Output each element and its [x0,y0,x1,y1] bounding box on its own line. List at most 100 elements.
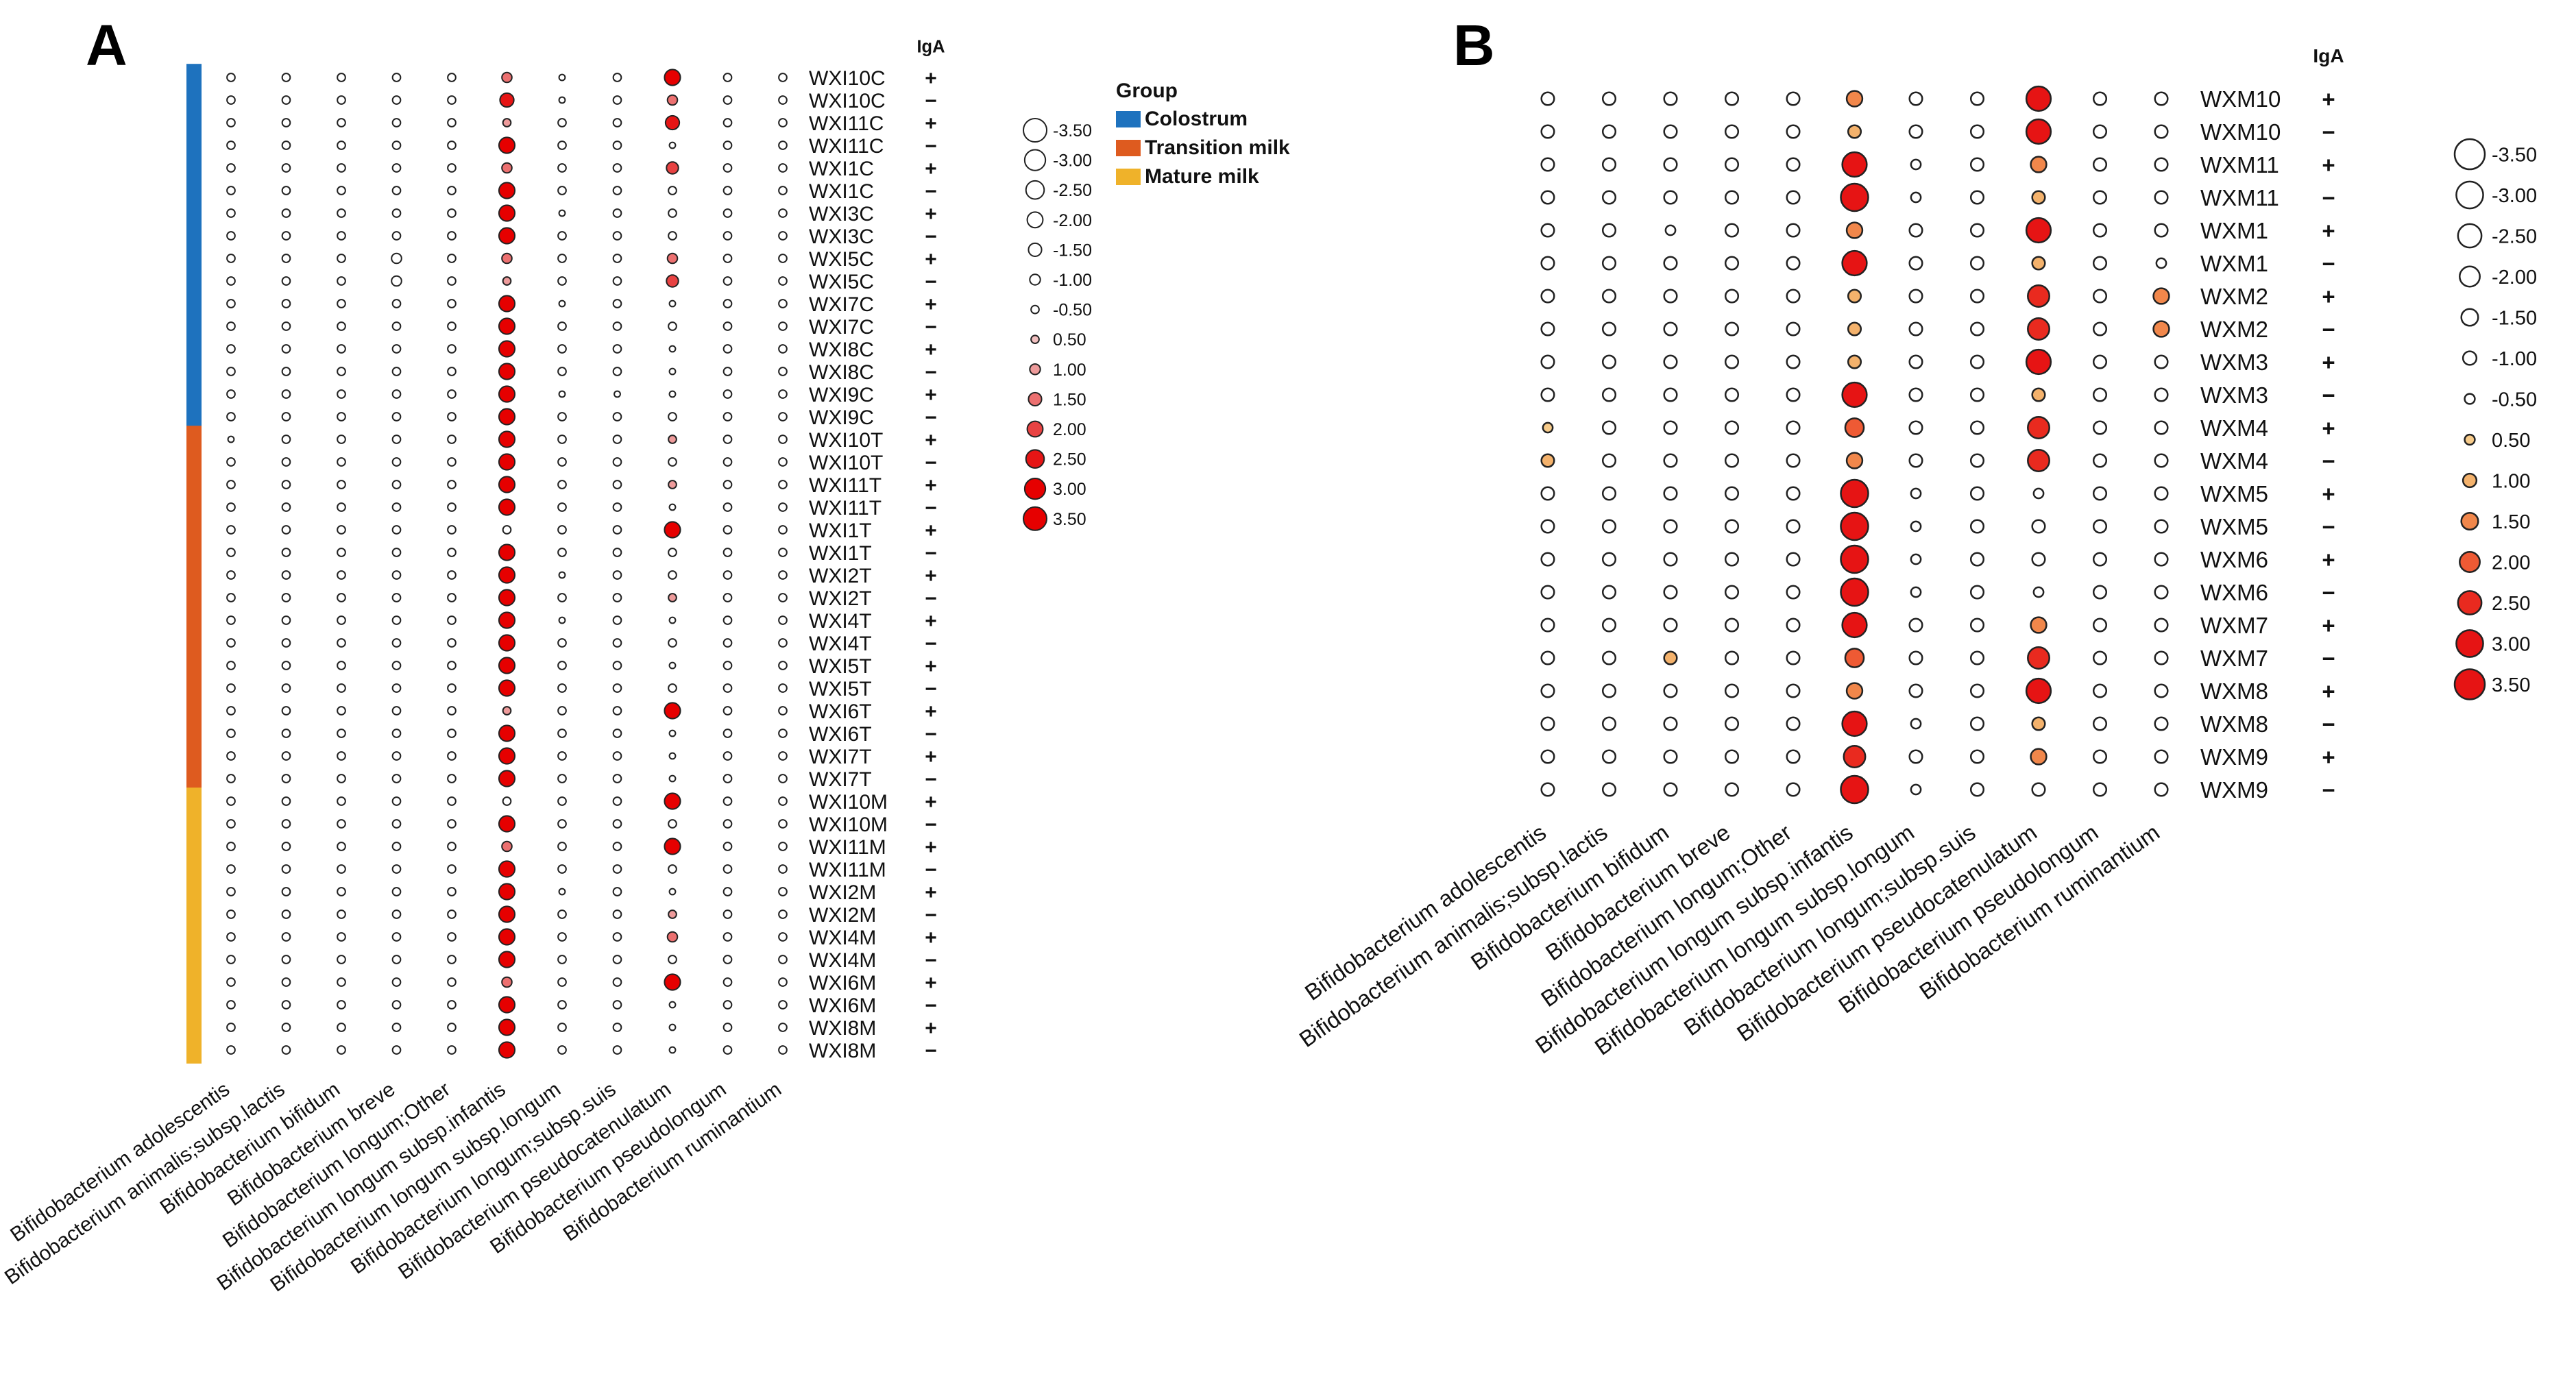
heat-dot [337,389,346,399]
heat-dot [226,344,236,354]
heat-dot [557,842,567,851]
heat-dot [1841,611,1868,639]
heat-dot [612,729,622,738]
heat-dot [226,932,236,942]
row-label: WXI4M [809,949,876,972]
iga-sign: + [925,927,937,949]
heat-dot [1786,124,1801,139]
heat-dot [2030,156,2048,173]
heat-dot [498,453,516,471]
heat-dot [778,819,788,829]
heat-dot [722,480,733,489]
heat-dot [2092,420,2108,435]
row-label: WXM6 [2200,547,2268,572]
heat-dot [612,774,622,783]
heat-dot [1847,124,1862,139]
size-legend-label: 1.50 [1053,390,1086,409]
iga-sign: − [2322,646,2335,671]
size-legend-label: -3.00 [1053,151,1092,171]
heat-dot [447,615,457,625]
heat-dot [778,548,788,557]
heat-dot [447,389,457,399]
heat-dot [1601,91,1617,106]
heat-dot [1601,716,1617,731]
heat-dot [226,457,236,467]
heat-dot [664,521,681,539]
heat-dot [2154,354,2169,369]
heat-dot [2027,646,2050,670]
heat-dot [281,389,291,399]
heat-dot [722,163,733,173]
size-legend-dot [1028,242,1043,257]
heat-dot [612,819,622,829]
heat-dot [778,231,788,241]
heat-dot [498,747,516,765]
heat-dot [2154,124,2169,139]
heat-dot [778,389,788,399]
heat-dot [1969,124,1985,139]
heat-dot [281,163,291,173]
heat-dot [337,502,346,512]
heat-dot [1910,553,1922,565]
heat-dot [281,977,291,987]
heat-dot [557,502,567,512]
size-legend-label: -2.00 [2492,267,2537,289]
heat-dot [337,909,346,919]
heat-dot [1663,650,1678,665]
heat-dot [226,683,236,693]
iga-sign: − [925,135,937,158]
heat-dot [664,838,681,855]
row-label: WXM9 [2200,777,2268,803]
heat-dot [1908,618,1923,633]
heat-dot [391,95,402,105]
heat-dot [2027,284,2050,308]
panel-b-chart: WXM10 + WXM10 − WXM11 + WXM11 − WXM1 + WXM1 − WXM2 + W… [1295,45,2538,1060]
heat-dot [1908,289,1923,304]
heat-dot [722,819,733,829]
heat-dot [502,118,512,127]
heat-dot [391,208,402,218]
heat-dot [1663,354,1678,369]
heat-dot [498,227,516,245]
heat-dot [722,593,733,602]
heat-dot [226,729,236,738]
heat-dot [612,163,622,173]
row-label: WXM9 [2200,744,2268,770]
heat-dot [447,774,457,783]
size-legend-label: -2.00 [1053,211,1092,230]
row-label: WXI3C [809,225,874,248]
heat-dot [337,231,346,241]
heat-dot [447,276,457,286]
heat-dot [281,118,291,127]
row-label: WXM2 [2200,317,2268,342]
heat-dot [557,955,567,964]
heat-dot [1969,552,1985,567]
heat-dot [668,231,677,241]
heat-dot [1540,552,1555,567]
heat-dot [722,909,733,919]
iga-sign: − [2322,317,2335,342]
row-label: WXI11T [809,474,882,497]
heat-dot [337,299,346,308]
heat-dot [1969,749,1985,764]
heat-dot [612,321,622,331]
heat-dot [498,905,516,923]
row-label: WXI6M [809,972,876,994]
heat-dot [337,435,346,444]
heat-dot [668,729,677,737]
row-label: WXI5C [809,248,874,271]
heat-dot [2030,748,2048,766]
heat-dot [668,638,677,648]
heat-dot [1969,190,1985,205]
heat-dot [722,73,733,82]
heat-dot [337,932,346,942]
heat-dot [668,412,677,421]
heat-dot [612,95,622,105]
heat-dot [226,774,236,783]
heat-dot [226,163,236,173]
heat-dot [391,231,402,241]
heat-dot [281,367,291,376]
heat-dot [391,252,402,265]
heat-dot [498,476,516,493]
heat-dot [281,706,291,716]
